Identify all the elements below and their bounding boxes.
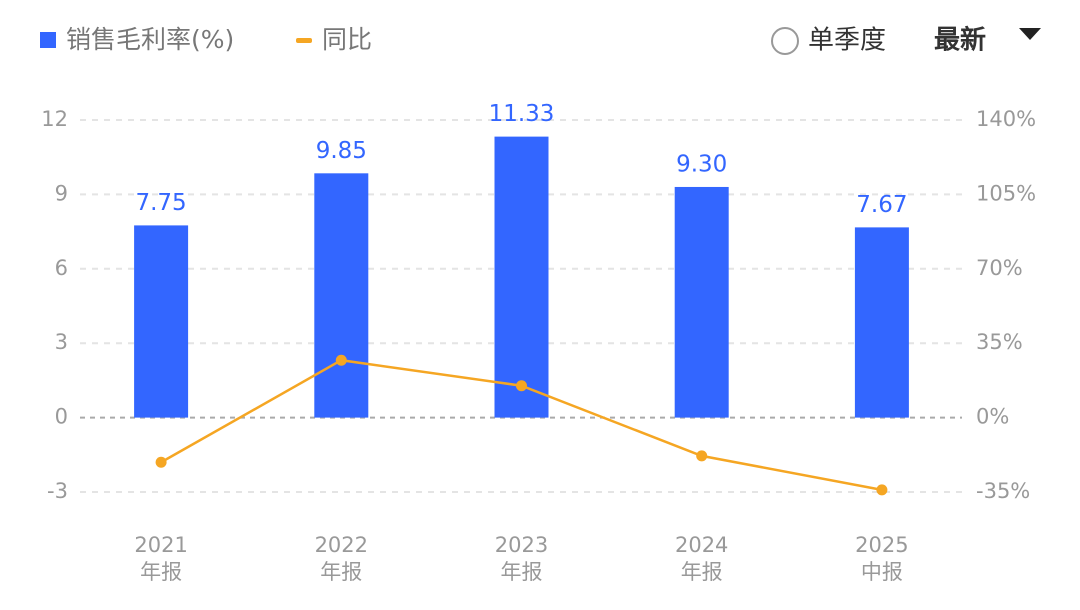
line-point bbox=[335, 354, 347, 366]
x-tick-label: 年报 bbox=[140, 560, 182, 584]
dropdown-arrow[interactable] bbox=[1019, 28, 1041, 40]
y2-tick-label: -35% bbox=[976, 479, 1030, 503]
y-tick-label: 3 bbox=[55, 330, 68, 354]
y-tick-label: 12 bbox=[41, 107, 68, 131]
y2-tick-label: 105% bbox=[976, 181, 1036, 205]
data-label: 11.33 bbox=[489, 101, 555, 127]
radio-circle[interactable] bbox=[771, 27, 799, 55]
x-tick-label: 2023 bbox=[495, 533, 548, 557]
y2-tick-label: 70% bbox=[976, 256, 1023, 280]
radio[interactable]: 单季度 bbox=[771, 26, 886, 56]
y-tick-label: -3 bbox=[47, 479, 68, 503]
y-tick-label: 0 bbox=[55, 405, 68, 429]
line-point bbox=[155, 456, 167, 468]
x-tick-label: 年报 bbox=[320, 560, 362, 584]
dropdown-label[interactable]: 最新 bbox=[934, 25, 986, 56]
data-label: 9.85 bbox=[316, 138, 367, 164]
line-point bbox=[696, 450, 708, 462]
line-point bbox=[876, 484, 888, 496]
x-tick-label: 2021 bbox=[134, 533, 187, 557]
x-tick-label: 2025 bbox=[855, 533, 908, 557]
x-tick-label: 2024 bbox=[675, 533, 728, 557]
data-label: 7.75 bbox=[135, 190, 186, 216]
bar bbox=[854, 227, 909, 418]
y2-tick-label: 140% bbox=[976, 107, 1036, 131]
legend-swatch bbox=[40, 32, 56, 48]
legend-swatch bbox=[296, 38, 312, 43]
x-tick-label: 年报 bbox=[501, 560, 543, 584]
y2-tick-label: 0% bbox=[976, 405, 1009, 429]
bar bbox=[674, 186, 729, 418]
y-tick-label: 6 bbox=[55, 256, 68, 280]
radio-label[interactable]: 单季度 bbox=[808, 26, 886, 56]
line-point bbox=[516, 380, 527, 392]
bar bbox=[494, 136, 549, 418]
bar bbox=[134, 225, 189, 418]
dropdown[interactable]: 最新 bbox=[934, 25, 1041, 56]
legend-label: 同比 bbox=[322, 25, 372, 54]
y2-tick-label: 35% bbox=[976, 330, 1023, 354]
y-tick-label: 9 bbox=[55, 181, 68, 205]
data-label: 7.67 bbox=[856, 192, 907, 218]
x-tick-label: 年报 bbox=[681, 560, 723, 584]
x-tick-label: 2022 bbox=[315, 533, 368, 557]
legend-label: 销售毛利率(%) bbox=[66, 25, 234, 54]
x-tick-label: 中报 bbox=[861, 560, 903, 584]
bar bbox=[314, 173, 369, 418]
data-label: 9.30 bbox=[676, 151, 727, 177]
